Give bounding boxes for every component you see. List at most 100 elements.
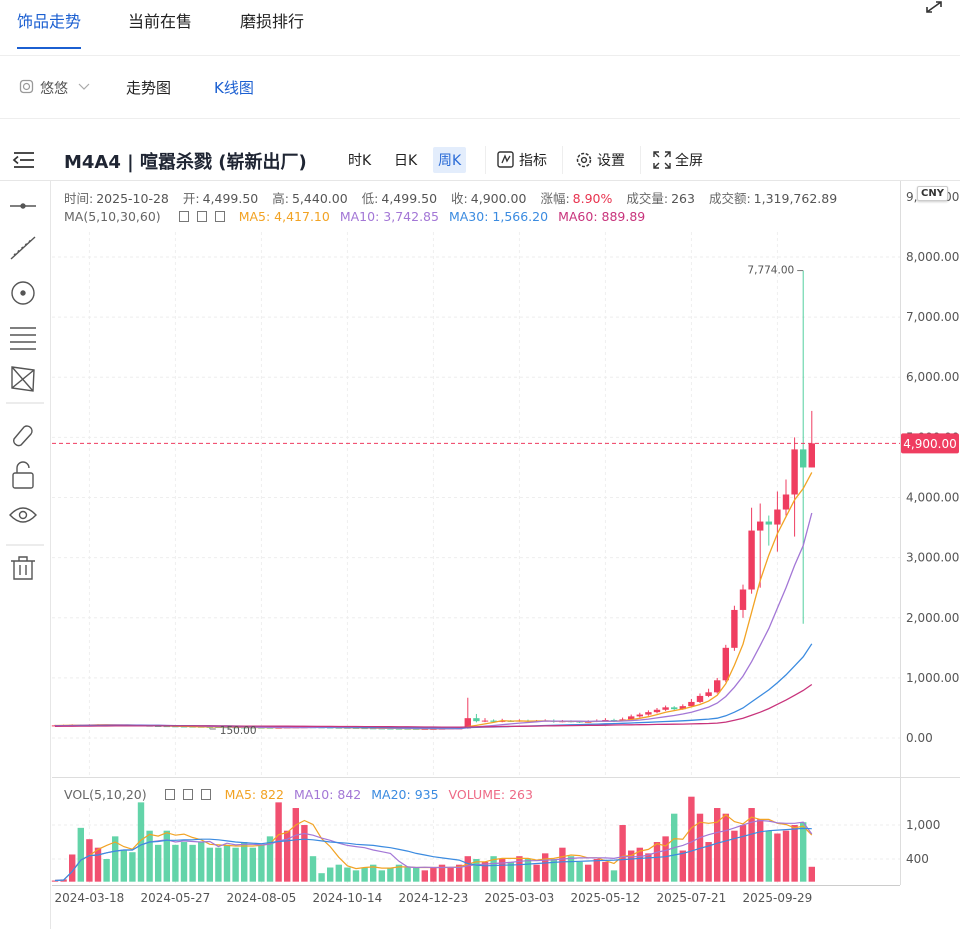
volume-bar — [421, 870, 428, 882]
volume-bar — [404, 867, 411, 882]
volume-bar — [189, 844, 196, 882]
legend-item: MA103,742.85 — [340, 209, 439, 224]
candle-body — [722, 647, 729, 681]
volume-bar — [120, 850, 127, 882]
volume-bar — [662, 836, 669, 882]
volume-bar — [387, 867, 394, 882]
volume-bar — [447, 867, 454, 882]
volume-bar — [533, 864, 540, 882]
volume-bar — [258, 844, 265, 882]
current-price-label: 4,900.00 — [903, 437, 956, 451]
volume-bar — [146, 830, 153, 882]
annotation: 150.00 — [220, 725, 257, 737]
legend-value: 1,566.20 — [492, 209, 549, 224]
legend-icon — [182, 789, 193, 800]
sub-nav: 悠悠 走势图 K线图 — [0, 56, 960, 119]
volume-bar — [473, 859, 480, 882]
volume-bar — [739, 825, 747, 882]
candle-body — [645, 712, 652, 715]
nav-tab[interactable]: 饰品走势 — [17, 8, 82, 49]
x-tick-label: 2025-05-12 — [571, 891, 641, 905]
x-tick-label: 2025-03-03 — [485, 891, 555, 905]
y-tick-label: 1,000 — [906, 818, 940, 832]
volume-bar — [370, 864, 377, 882]
candle-body — [800, 449, 807, 468]
legend-icon — [164, 789, 175, 800]
legend-icon — [178, 211, 189, 222]
volume-bar — [714, 808, 721, 882]
volume-ma-line — [54, 827, 812, 882]
volume-bar — [774, 833, 781, 882]
volume-bar — [180, 842, 188, 882]
toolbar-button[interactable]: 设置 — [597, 153, 625, 169]
info-value: 263 — [671, 191, 695, 206]
nav-tab[interactable]: 磨损排行 — [240, 12, 305, 31]
x-tick-label: 2024-08-05 — [227, 891, 297, 905]
candle-body — [714, 680, 721, 693]
info-label: 低: — [361, 191, 379, 206]
volume-bar — [69, 854, 76, 882]
period-button[interactable]: 周K — [433, 147, 467, 173]
volume-bar — [292, 808, 299, 882]
volume-bar — [232, 847, 239, 882]
volume-bar — [576, 861, 583, 882]
volume-bar — [628, 850, 635, 882]
tool-circle[interactable] — [11, 281, 35, 305]
candle-body — [370, 728, 377, 730]
candle-body — [782, 494, 790, 510]
candle-body — [748, 530, 755, 590]
toolbar-button[interactable]: 指标 — [519, 153, 547, 169]
volume-bar — [249, 847, 256, 882]
volume-legend: VOL(5,10,20) MA5822 MA10842 MA20935 VOLUME26… — [64, 787, 533, 802]
top-nav: 饰品走势 当前在售 磨损排行 — [0, 0, 960, 56]
candle-body — [679, 706, 686, 710]
platform-select[interactable]: 悠悠 — [40, 81, 68, 97]
tool-magnet[interactable] — [13, 425, 33, 447]
chart-toolbar: M4A4 | 喧嚣杀戮 (崭新出厂) 时K 日K 周K 指标 设置 全屏 — [0, 140, 960, 181]
x-tick-label: 2025-07-21 — [657, 891, 727, 905]
tool-fib[interactable] — [10, 327, 36, 350]
nav-tab[interactable]: 当前在售 — [128, 12, 193, 31]
tool-line[interactable] — [10, 203, 36, 209]
period-button[interactable]: 日K — [394, 153, 418, 169]
tool-lock[interactable] — [12, 461, 34, 489]
menu-icon[interactable] — [12, 151, 36, 169]
legend-value: 842 — [337, 787, 362, 802]
volume-bar — [163, 830, 170, 882]
candle-body — [490, 720, 497, 722]
volume-bar — [636, 847, 643, 882]
separator — [485, 146, 486, 174]
info-value: 2025-10-28 — [96, 191, 169, 206]
y-tick-label: 0.00 — [906, 731, 933, 745]
x-tick-label: 2025-09-29 — [743, 891, 813, 905]
expand-icon[interactable] — [924, 0, 944, 14]
volume-bar — [481, 861, 489, 882]
period-button[interactable]: 时K — [348, 153, 372, 169]
volume-bar — [542, 853, 549, 882]
volume-bar — [361, 867, 368, 882]
info-label: 高: — [272, 191, 289, 206]
volume-bar — [585, 864, 592, 882]
legend-name: MA60 — [558, 209, 601, 224]
tool-delete[interactable] — [11, 556, 35, 580]
volume-bar — [155, 844, 162, 882]
candle-body — [791, 449, 798, 495]
volume-bar — [172, 844, 179, 882]
view-tab[interactable]: 走势图 — [126, 79, 172, 97]
tool-ray[interactable] — [10, 236, 36, 260]
legend-icons — [161, 787, 215, 802]
candle-body — [662, 707, 669, 710]
tool-eye[interactable] — [9, 507, 37, 523]
view-tab[interactable]: K线图 — [214, 79, 254, 97]
legend-value: 935 — [414, 787, 439, 802]
tool-pattern[interactable] — [11, 366, 35, 392]
drawing-tools — [6, 181, 51, 929]
y-tick-label: 4,000.00 — [906, 490, 959, 504]
legend-name: MA5 — [239, 209, 274, 224]
legend-item: VOLUME263 — [449, 787, 533, 802]
volume-bar — [464, 856, 471, 882]
volume-bar — [266, 836, 274, 882]
toolbar-button[interactable]: 全屏 — [675, 153, 703, 169]
candle-body — [335, 727, 342, 729]
currency-badge: CNY — [917, 186, 948, 201]
